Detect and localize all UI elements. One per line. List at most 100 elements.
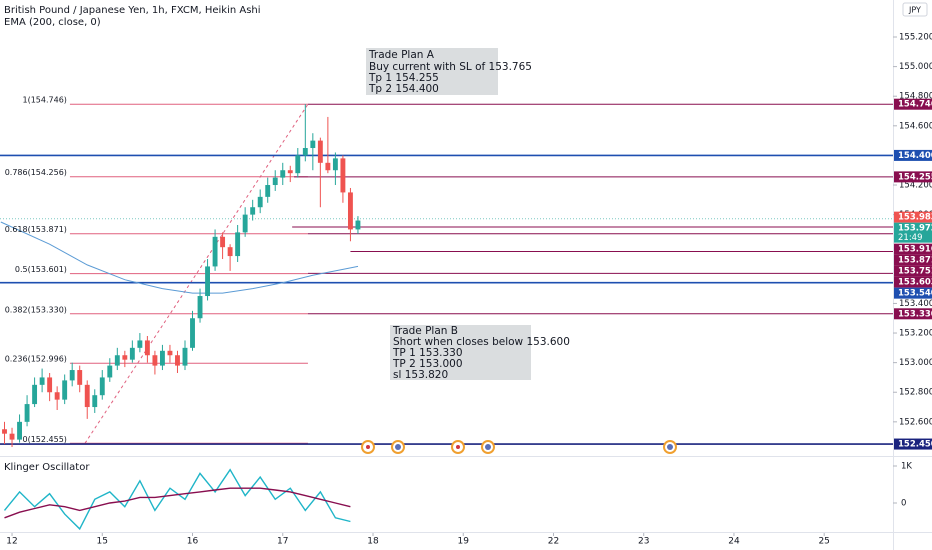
candle-body [69,370,75,381]
currency: JPY [908,6,921,15]
candle-body [190,318,195,348]
candle-body [17,421,22,440]
price-tag-label: 154.400 [898,151,932,161]
event-dot [667,444,673,450]
price-tag-label: 153.330 [898,309,932,319]
price-tag [894,265,932,277]
y-tick-label: 153.000 [899,358,932,368]
event-dot [485,444,491,450]
x-tick-label: 17 [277,537,288,547]
candle-body [9,433,15,440]
price-tag [894,254,932,266]
candle-body [129,347,135,360]
price-tag-label: 153.916 [898,245,932,255]
candle-body [340,158,346,193]
y-tick-label: 152.600 [899,417,932,427]
price-tag [894,287,932,299]
countdown: 21:49 [898,233,923,243]
candle-body [47,377,53,393]
candle-body [347,192,353,230]
price-tag [894,276,932,288]
candle-body [2,429,7,434]
candle-body [152,355,158,366]
annotation-box[interactable] [390,325,531,380]
oscillator-title: Klinger Oscillator [4,462,90,473]
x-tick-label: 16 [187,537,199,547]
annotation-line: Tp 2 154.400 [368,83,439,95]
y-tick-label: 154.200 [899,181,932,191]
price-tag [894,98,932,110]
currency-badge[interactable] [902,2,928,17]
x-tick-label: 24 [728,537,740,547]
candle-body [175,355,180,366]
candle-body [137,340,143,348]
price-tag-label: 153.871 [898,256,932,266]
candle-body [287,170,293,174]
candle-body [92,395,98,408]
candle-body [325,162,331,171]
candle-body [310,140,316,149]
annotation-title: Trade Plan B [392,325,458,337]
annotation-box[interactable] [366,48,498,95]
candle-body [144,340,150,356]
y-tick-label: 155.000 [899,62,932,72]
price-tag-label: 153.603 [898,278,932,288]
y-tick-label: 154.600 [899,121,932,131]
price-tag-label: 153.983 [898,213,932,223]
x-tick-label: 25 [818,537,829,547]
annotation-line: Short when closes below 153.600 [393,336,570,348]
candle-body [84,384,90,408]
osc-tick-label: 1K [901,461,912,471]
x-tick-label: 15 [97,537,108,547]
candle-body [332,158,338,171]
candle-body [32,384,38,405]
fib-label: 0.786(154.256) [5,168,67,177]
x-tick-label: 12 [6,537,17,547]
y-tick-label: 155.200 [899,33,932,43]
y-tick-label: 153.400 [899,299,932,309]
candle-body [167,350,173,356]
chart-title: British Pound / Japanese Yen, 1h, FXCM, … [4,5,261,16]
candle-body [77,370,83,385]
y-tick-label: 153.200 [899,329,932,339]
price-tag [894,438,932,450]
candle-body [99,377,105,396]
price-tag [894,211,932,223]
candle-body [242,214,248,233]
event-icons [361,440,677,454]
candle-body [197,296,203,319]
candle-body [235,232,241,257]
x-tick-label: 22 [548,537,559,547]
indicator-label: EMA (200, close, 0) [4,17,101,28]
candle-body [280,170,286,178]
annotation-line: Tp 1 154.255 [368,72,439,84]
price-tag [894,171,932,183]
candle-body [317,140,323,163]
fib-label: 0(152.455) [23,435,67,444]
candle-body [355,220,361,230]
candle-body [62,380,68,400]
event-dot [366,445,370,449]
price-tag-label: 153.540 [898,289,932,299]
price-tag [894,222,932,234]
fib-diagonal [84,103,309,444]
candle-body [54,392,60,400]
fib-label: 0.236(152.996) [5,355,67,364]
candle-body [250,207,256,215]
candle-body [302,148,308,156]
x-tick-label: 23 [638,537,649,547]
countdown-tag [894,232,932,243]
fib-label: 0.382(153.330) [5,305,67,314]
price-tag [894,308,932,320]
candle-body [159,350,165,366]
candle-body [122,355,128,360]
event-dot [456,445,460,449]
price-tag-label: 153.751 [898,267,932,277]
candle-body [257,196,263,208]
price-tag-label: 154.255 [898,172,932,182]
candle-body [212,236,218,267]
event-dot [395,444,401,450]
candle-body [39,377,45,385]
fib-label: 0.5(153.601) [15,265,67,274]
